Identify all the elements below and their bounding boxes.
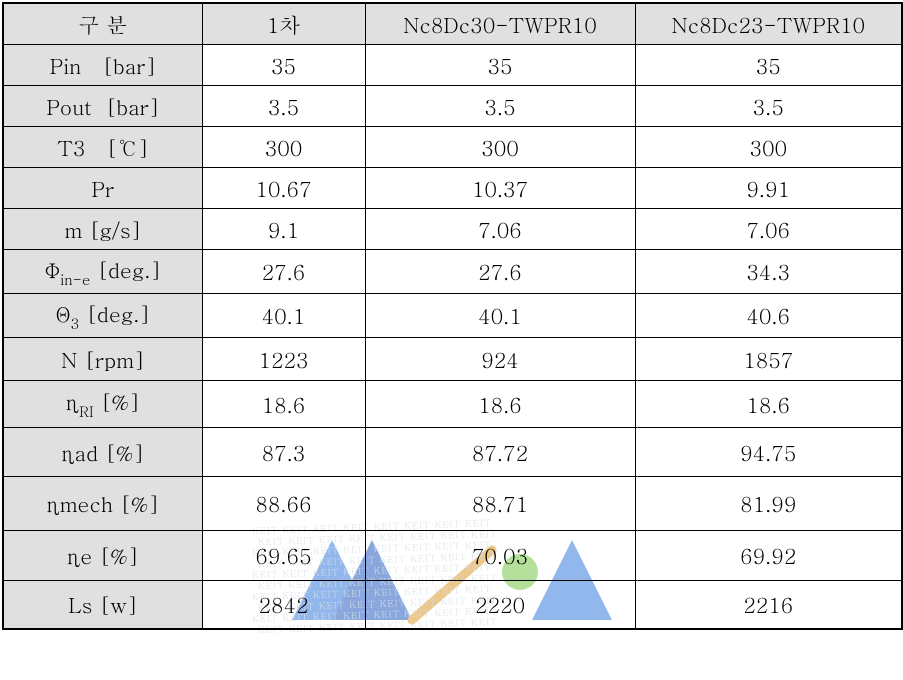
row-label: ηad [%] <box>3 427 202 476</box>
cell-value: 7.06 <box>635 208 902 249</box>
cell-value: 87.72 <box>365 427 635 476</box>
cell-value: 7.06 <box>365 208 635 249</box>
cell-value: 10.67 <box>202 167 365 208</box>
cell-value: 9.91 <box>635 167 902 208</box>
cell-value: 1857 <box>635 337 902 380</box>
row-label: Pin [bar] <box>3 44 202 85</box>
cell-value: 94.75 <box>635 427 902 476</box>
cell-value: 1223 <box>202 337 365 380</box>
row-label: Ls [w] <box>3 580 202 629</box>
row-label: m [g/s] <box>3 208 202 249</box>
cell-value: 40.6 <box>635 293 902 337</box>
row-label: ηe [%] <box>3 530 202 580</box>
cell-value: 27.6 <box>365 249 635 293</box>
header-row: 구 분 1차 Nc8Dc30-TWPR10 Nc8Dc23-TWPR10 <box>3 3 902 44</box>
row-label: N [rpm] <box>3 337 202 380</box>
row-label: Θ3 [deg.] <box>3 293 202 337</box>
cell-value: 40.1 <box>365 293 635 337</box>
cell-value: 18.6 <box>365 380 635 427</box>
cell-value: 27.6 <box>202 249 365 293</box>
table-row: Θ3 [deg.]40.140.140.6 <box>3 293 902 337</box>
table-row: N [rpm]12239241857 <box>3 337 902 380</box>
table-row: ηad [%]87.387.7294.75 <box>3 427 902 476</box>
cell-value: 2842 <box>202 580 365 629</box>
cell-value: 924 <box>365 337 635 380</box>
header-col2: Nc8Dc30-TWPR10 <box>365 3 635 44</box>
header-col3: Nc8Dc23-TWPR10 <box>635 3 902 44</box>
table-row: Pin [bar]353535 <box>3 44 902 85</box>
table-row: Pr10.6710.379.91 <box>3 167 902 208</box>
cell-value: 35 <box>202 44 365 85</box>
table-row: ηe [%]69.6570.0369.92 <box>3 530 902 580</box>
cell-value: 300 <box>635 126 902 167</box>
cell-value: 70.03 <box>365 530 635 580</box>
cell-value: 34.3 <box>635 249 902 293</box>
cell-value: 2216 <box>635 580 902 629</box>
cell-value: 2220 <box>365 580 635 629</box>
cell-value: 3.5 <box>635 85 902 126</box>
cell-value: 69.92 <box>635 530 902 580</box>
table-row: Pout [bar]3.53.53.5 <box>3 85 902 126</box>
cell-value: 81.99 <box>635 476 902 530</box>
table-row: ηRI [%]18.618.618.6 <box>3 380 902 427</box>
cell-value: 87.3 <box>202 427 365 476</box>
header-col1: 1차 <box>202 3 365 44</box>
table-row: m [g/s]9.17.067.06 <box>3 208 902 249</box>
table-header: 구 분 1차 Nc8Dc30-TWPR10 Nc8Dc23-TWPR10 <box>3 3 902 44</box>
cell-value: 69.65 <box>202 530 365 580</box>
table-row: Φin-e [deg.]27.627.634.3 <box>3 249 902 293</box>
cell-value: 300 <box>202 126 365 167</box>
cell-value: 88.66 <box>202 476 365 530</box>
cell-value: 9.1 <box>202 208 365 249</box>
table-row: ηmech [%]88.6688.7181.99 <box>3 476 902 530</box>
cell-value: 3.5 <box>202 85 365 126</box>
row-label: ηRI [%] <box>3 380 202 427</box>
cell-value: 40.1 <box>202 293 365 337</box>
header-label: 구 분 <box>3 3 202 44</box>
row-label: T3 [℃] <box>3 126 202 167</box>
parameters-table: 구 분 1차 Nc8Dc30-TWPR10 Nc8Dc23-TWPR10 Pin… <box>2 2 903 630</box>
cell-value: 18.6 <box>635 380 902 427</box>
cell-value: 300 <box>365 126 635 167</box>
cell-value: 3.5 <box>365 85 635 126</box>
row-label: Pr <box>3 167 202 208</box>
cell-value: 18.6 <box>202 380 365 427</box>
cell-value: 10.37 <box>365 167 635 208</box>
table-body: Pin [bar]353535Pout [bar]3.53.53.5T3 [℃]… <box>3 44 902 629</box>
table-container: KEIT KEIT KEIT KEIT KEIT KEIT KEIT KEITK… <box>2 2 901 630</box>
cell-value: 35 <box>365 44 635 85</box>
cell-value: 88.71 <box>365 476 635 530</box>
row-label: Φin-e [deg.] <box>3 249 202 293</box>
cell-value: 35 <box>635 44 902 85</box>
table-row: Ls [w]284222202216 <box>3 580 902 629</box>
row-label: ηmech [%] <box>3 476 202 530</box>
row-label: Pout [bar] <box>3 85 202 126</box>
table-row: T3 [℃]300300300 <box>3 126 902 167</box>
